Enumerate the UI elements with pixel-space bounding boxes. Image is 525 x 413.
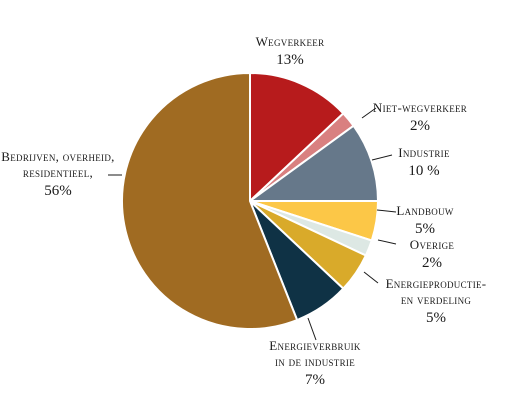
pie-slice-8 — [121, 71, 299, 330]
slice-label-8-line-1: Bedrijven, overheid, — [1, 149, 114, 164]
leader-line-5 — [377, 239, 397, 245]
slice-label-1-line-1: Wegverkeer — [256, 34, 325, 49]
pie-slice-1 — [249, 71, 345, 204]
leader-line-2 — [361, 107, 377, 119]
slice-value-7: 7% — [305, 372, 325, 388]
slice-label-6-line-2: en verdeling — [401, 292, 472, 307]
leader-line-4 — [376, 209, 397, 213]
slice-value-8: 56% — [44, 183, 72, 199]
leader-line-3 — [371, 154, 393, 161]
slice-label-7-line-1: Energieverbruik — [269, 338, 361, 353]
slice-value-3: 10 % — [408, 163, 439, 179]
leader-lines — [108, 107, 397, 341]
slice-label-3-line-1: Industrie — [398, 145, 450, 160]
slice-label-8-line-2: residentieel, — [23, 165, 93, 180]
slice-label-7-line-2: in de industrie — [275, 354, 355, 369]
slice-label-5-line-1: Overige — [410, 237, 455, 252]
slice-value-4: 5% — [415, 221, 435, 237]
slice-value-1: 13% — [276, 52, 304, 68]
slice-value-5: 2% — [422, 255, 442, 271]
slice-labels: Wegverkeer 13% Niet-wegverkeer 2% Industrie 1… — [1, 34, 486, 388]
slice-label-2-line-1: Niet-wegverkeer — [373, 100, 467, 115]
pie-slice-3 — [246, 124, 380, 202]
leader-line-6 — [363, 271, 379, 284]
slice-value-6: 5% — [426, 310, 446, 326]
leader-line-7 — [307, 317, 317, 341]
slice-value-2: 2% — [410, 118, 430, 134]
pie-slices — [121, 71, 380, 330]
slice-label-4-line-1: Landbouw — [396, 203, 454, 218]
slice-label-6-line-1: Energieproductie- — [386, 276, 487, 291]
